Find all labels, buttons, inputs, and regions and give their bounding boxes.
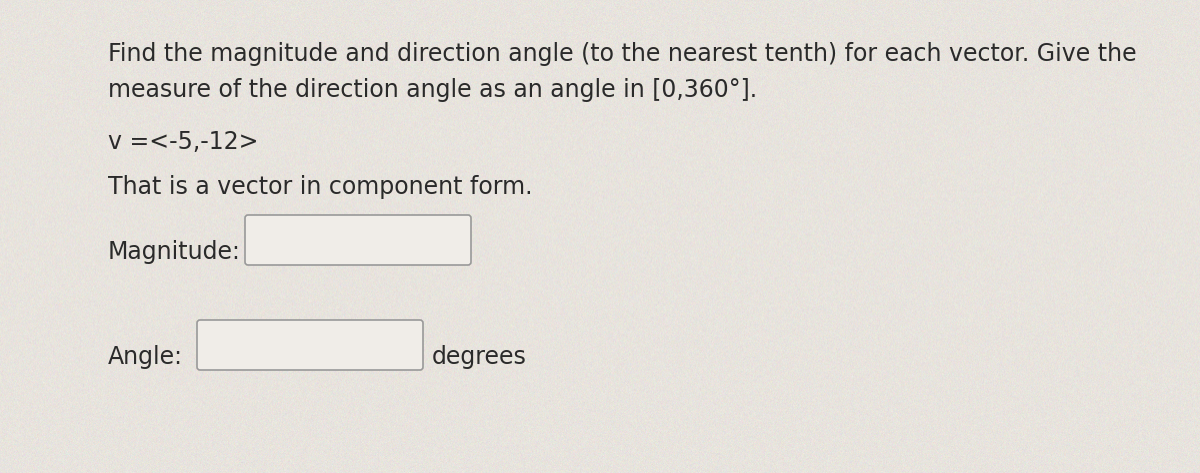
Text: degrees: degrees [432, 345, 527, 369]
FancyBboxPatch shape [245, 215, 470, 265]
Text: Magnitude:: Magnitude: [108, 240, 241, 264]
Text: measure of the direction angle as an angle in [0,360°].: measure of the direction angle as an ang… [108, 78, 757, 102]
Text: Find the magnitude and direction angle (to the nearest tenth) for each vector. G: Find the magnitude and direction angle (… [108, 42, 1136, 66]
FancyBboxPatch shape [197, 320, 424, 370]
Text: v =<-5,-12>: v =<-5,-12> [108, 130, 258, 154]
Text: That is a vector in component form.: That is a vector in component form. [108, 175, 533, 199]
Text: Angle:: Angle: [108, 345, 182, 369]
